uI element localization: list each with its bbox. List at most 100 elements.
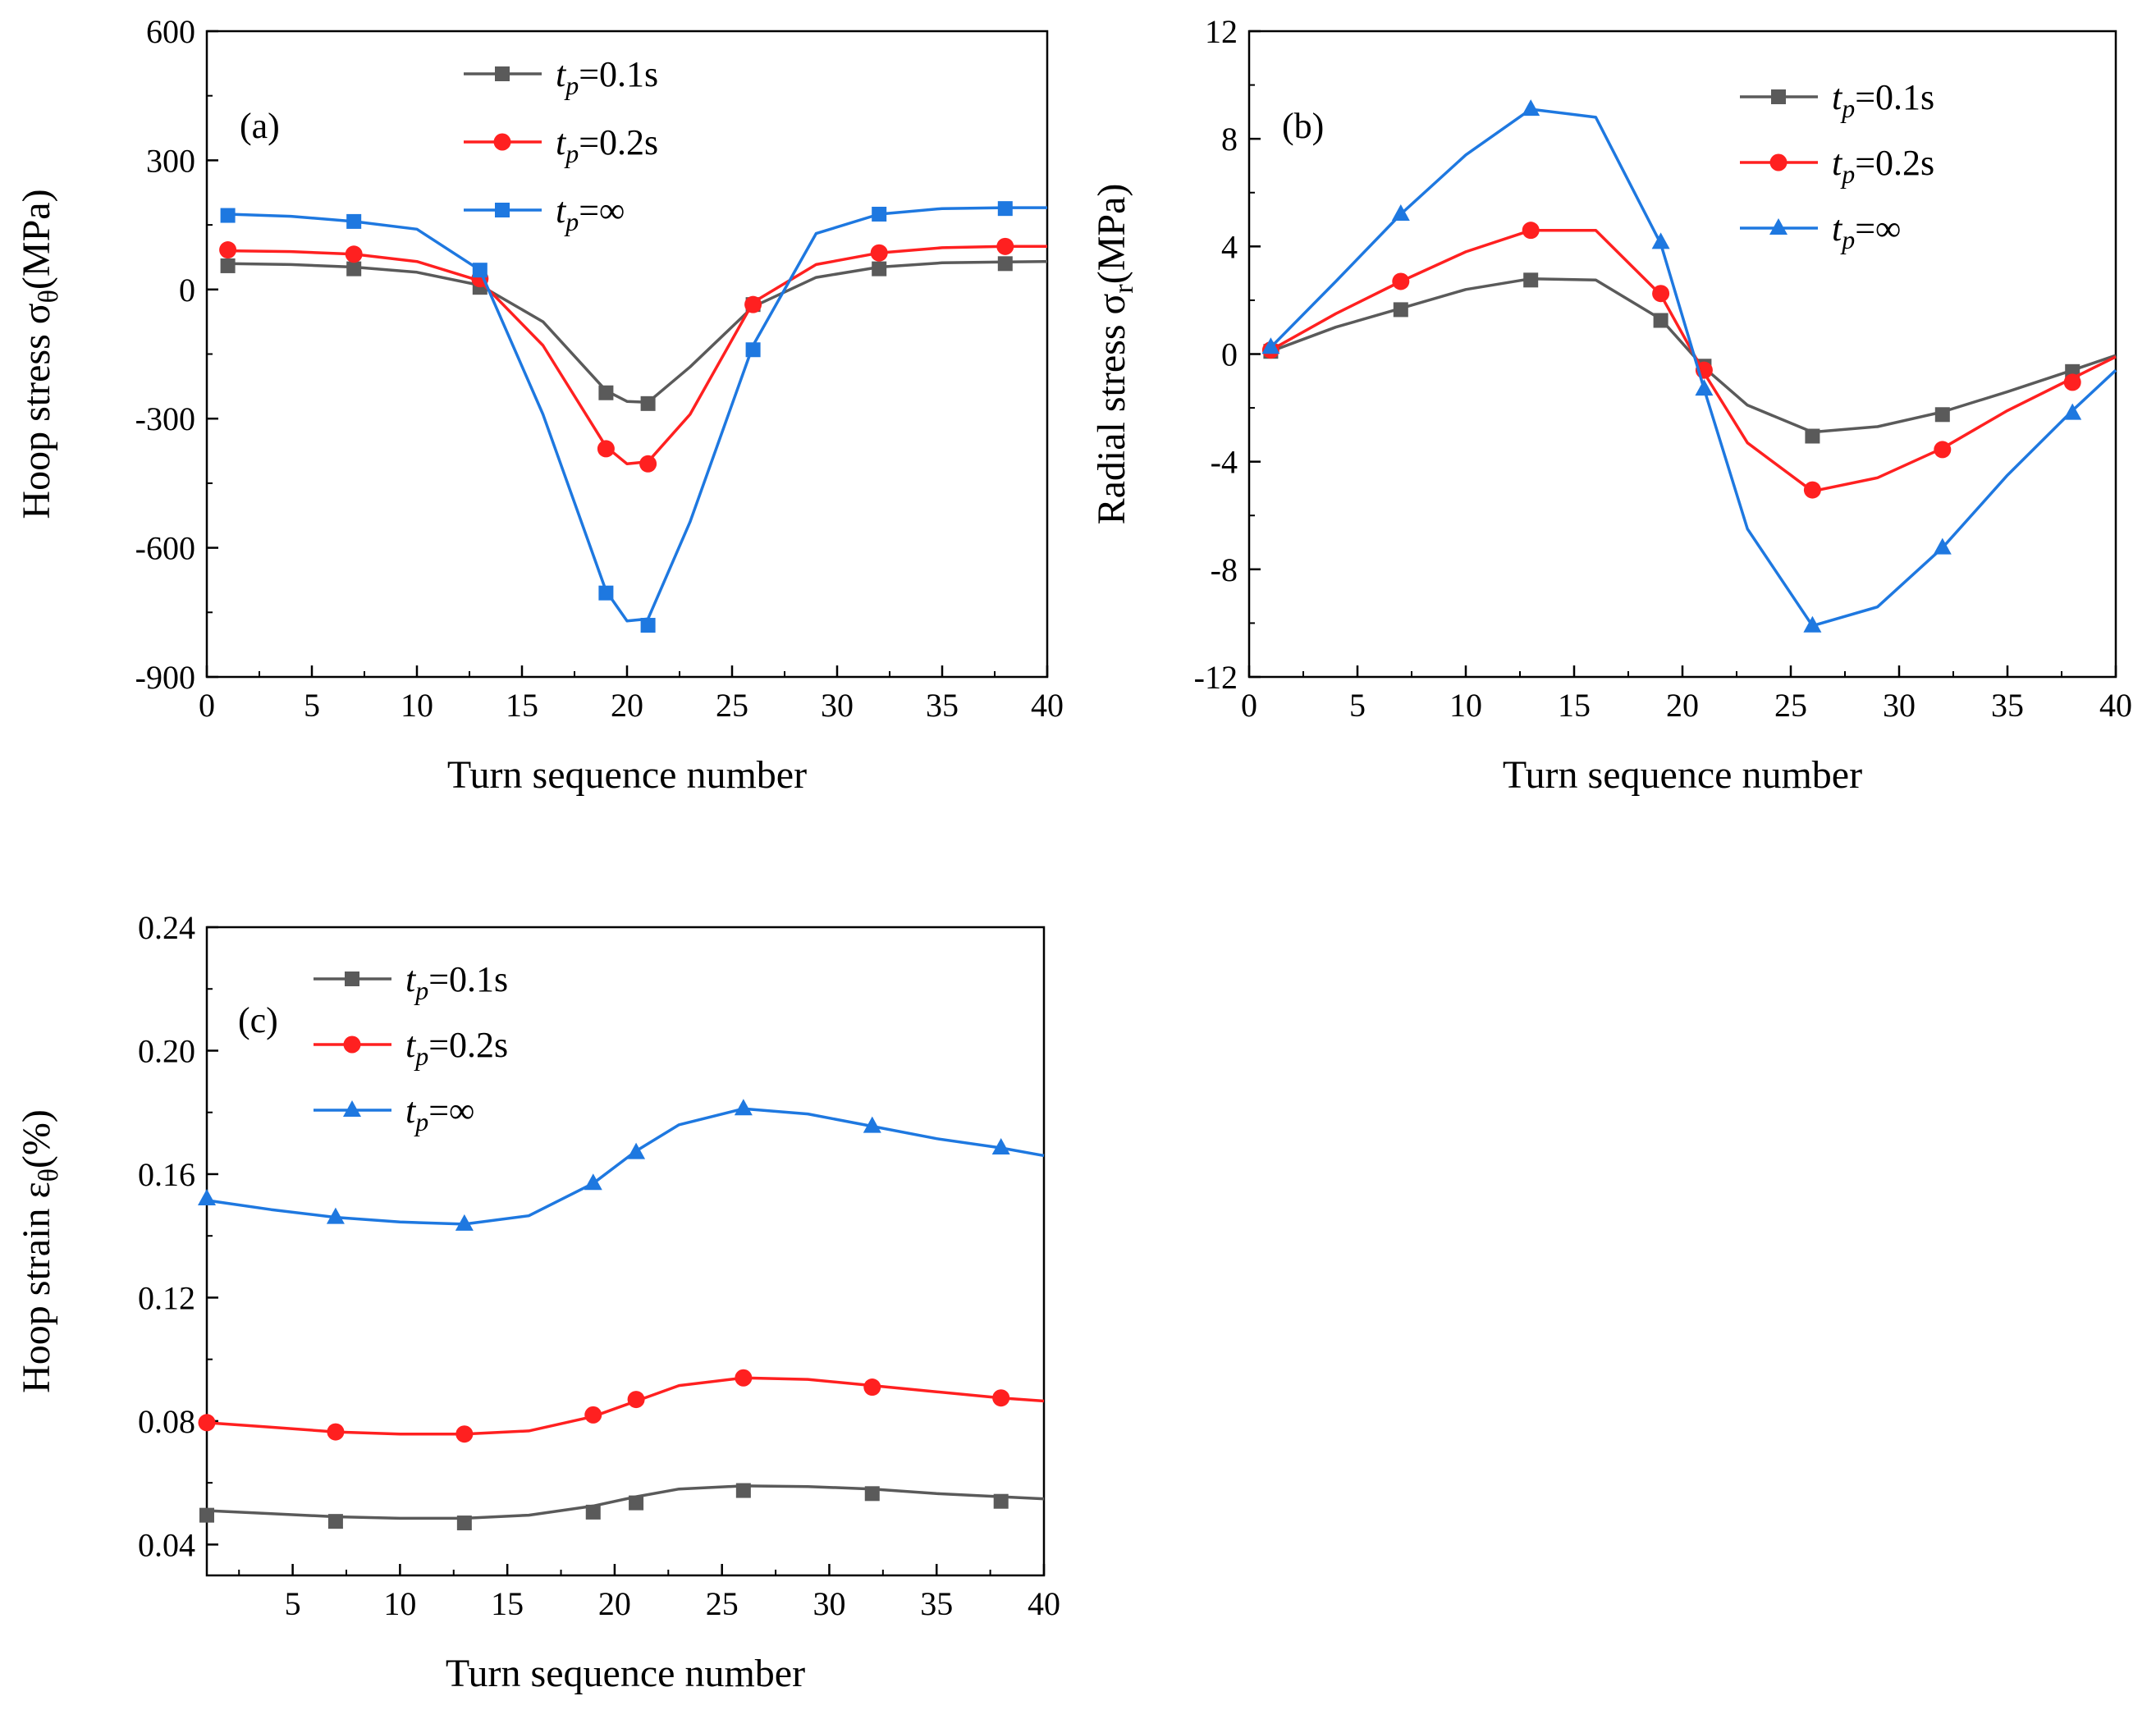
panel-a: 0 5 10 15 20 25 30 35 40 -900 -600 -300 0 300 600 Turn … xyxy=(15,13,1064,797)
y-axis-title-symbol: σ xyxy=(15,303,58,324)
y-tick-label: -600 xyxy=(135,530,195,567)
x-tick-label: 40 xyxy=(1028,1585,1060,1622)
data-point-marker xyxy=(864,1486,880,1502)
plot-frame xyxy=(205,926,1046,1577)
legend-label-sub: p xyxy=(1840,94,1855,123)
series-blue xyxy=(198,1099,1045,1231)
legend-marker xyxy=(1771,89,1786,104)
data-point-marker xyxy=(219,241,237,259)
y-axis-title-unit: (MPa) xyxy=(15,189,58,290)
panel-label: (a) xyxy=(240,106,280,146)
data-point-marker xyxy=(872,261,887,277)
y-axis-title-symbol: ε xyxy=(15,1182,58,1198)
legend-label: tp=0.1s xyxy=(556,54,658,100)
legend-label-sub: p xyxy=(564,71,579,100)
x-tick-label: 10 xyxy=(401,687,433,724)
x-axis-title: Turn sequence number xyxy=(447,753,807,797)
legend-label-t: t xyxy=(405,1025,417,1065)
x-tick-label: 20 xyxy=(1666,687,1699,724)
data-point-marker xyxy=(327,1514,343,1529)
x-tick-label: 15 xyxy=(506,687,538,724)
legend-label-t: t xyxy=(556,54,567,94)
legend-label-sub: p xyxy=(564,139,579,168)
x-tick-label: 15 xyxy=(491,1585,524,1622)
y-tick-label: 12 xyxy=(1205,13,1238,50)
data-point-marker xyxy=(1934,407,1950,423)
y-axis-title-subscript: θ xyxy=(34,1168,64,1182)
data-point-marker xyxy=(627,1142,646,1159)
x-tick-label: 40 xyxy=(2099,687,2132,724)
data-point-marker xyxy=(1391,203,1410,221)
series-line xyxy=(1270,107,2117,628)
legend-label-t: t xyxy=(1832,77,1843,117)
data-point-marker xyxy=(346,213,362,229)
y-tick-label: 0.08 xyxy=(138,1403,195,1440)
y-axis-title-subscript: θ xyxy=(34,290,64,303)
x-tick-label: 15 xyxy=(1558,687,1591,724)
data-point-marker xyxy=(1695,379,1714,396)
legend-label-value: =0.2s xyxy=(1855,143,1934,183)
y-tick-label: 0.24 xyxy=(138,909,195,946)
x-tick-label: 20 xyxy=(598,1585,631,1622)
legend-label: tp=0.1s xyxy=(1832,77,1934,123)
legend-marker xyxy=(495,66,510,81)
x-tick-label: 35 xyxy=(1991,687,2024,724)
legend-label-value: =∞ xyxy=(1855,208,1901,249)
legend-label-t: t xyxy=(556,122,567,162)
legend-label: tp=∞ xyxy=(556,190,625,236)
y-tick-label: -12 xyxy=(1194,659,1238,696)
legend-label-value: =0.2s xyxy=(428,1025,508,1065)
data-point-marker xyxy=(598,385,614,400)
data-point-marker xyxy=(997,256,1013,272)
data-point-marker xyxy=(327,1423,345,1441)
legend-label-value: =∞ xyxy=(579,190,625,231)
x-tick-label: 35 xyxy=(920,1585,953,1622)
data-point-marker xyxy=(2063,373,2081,391)
x-tick-label: 10 xyxy=(1449,687,1482,724)
data-point-marker xyxy=(1392,272,1410,290)
y-axis-title: Radial stress σr(MPa) xyxy=(1090,184,1139,525)
y-axis-title-text: Hoop stress xyxy=(15,324,58,519)
plot-frame xyxy=(1247,30,2117,679)
x-tick-label: 25 xyxy=(706,1585,739,1622)
y-tick-label: 0 xyxy=(1221,336,1238,373)
data-point-marker xyxy=(1652,285,1670,303)
x-tick-label: 30 xyxy=(813,1585,845,1622)
data-point-marker xyxy=(734,1099,753,1116)
data-point-marker xyxy=(1933,537,1952,555)
legend-label: tp=0.2s xyxy=(1832,143,1934,189)
x-tick-label: 10 xyxy=(383,1585,416,1622)
series-line xyxy=(206,1484,1045,1520)
y-axis-title-unit: (%) xyxy=(15,1109,58,1168)
legend-label-t: t xyxy=(405,959,417,999)
series-red xyxy=(219,237,1047,473)
series-line xyxy=(227,206,1047,623)
legend-label-t: t xyxy=(405,1090,417,1131)
legend-label-value: =0.1s xyxy=(579,54,658,94)
x-tick-label: 30 xyxy=(1883,687,1916,724)
data-point-marker xyxy=(1805,428,1820,444)
data-point-marker xyxy=(993,1493,1009,1509)
series-line xyxy=(227,259,1048,405)
data-point-marker xyxy=(997,201,1013,217)
legend-label-sub: p xyxy=(564,207,579,236)
legend-label-sub: p xyxy=(1840,225,1855,254)
legend-label-sub: p xyxy=(414,1107,428,1136)
legend-label-t: t xyxy=(556,190,567,231)
x-axis-title: Turn sequence number xyxy=(446,1652,805,1695)
data-point-marker xyxy=(1934,441,1952,459)
legend-marker xyxy=(1769,153,1788,171)
x-tick-label: 35 xyxy=(926,687,959,724)
data-point-marker xyxy=(992,1389,1010,1407)
data-point-marker xyxy=(1261,337,1280,354)
y-axis-title-text: Hoop strain xyxy=(15,1199,58,1393)
legend-label: tp=∞ xyxy=(1832,208,1901,254)
data-point-marker xyxy=(199,1507,214,1523)
legend-label: tp=∞ xyxy=(405,1090,474,1136)
series-line xyxy=(227,245,1047,466)
legend-marker xyxy=(343,1100,361,1117)
y-tick-label: 0.04 xyxy=(138,1526,195,1563)
legend-label-value: =0.1s xyxy=(1855,77,1934,117)
x-tick-label: 0 xyxy=(199,687,215,724)
